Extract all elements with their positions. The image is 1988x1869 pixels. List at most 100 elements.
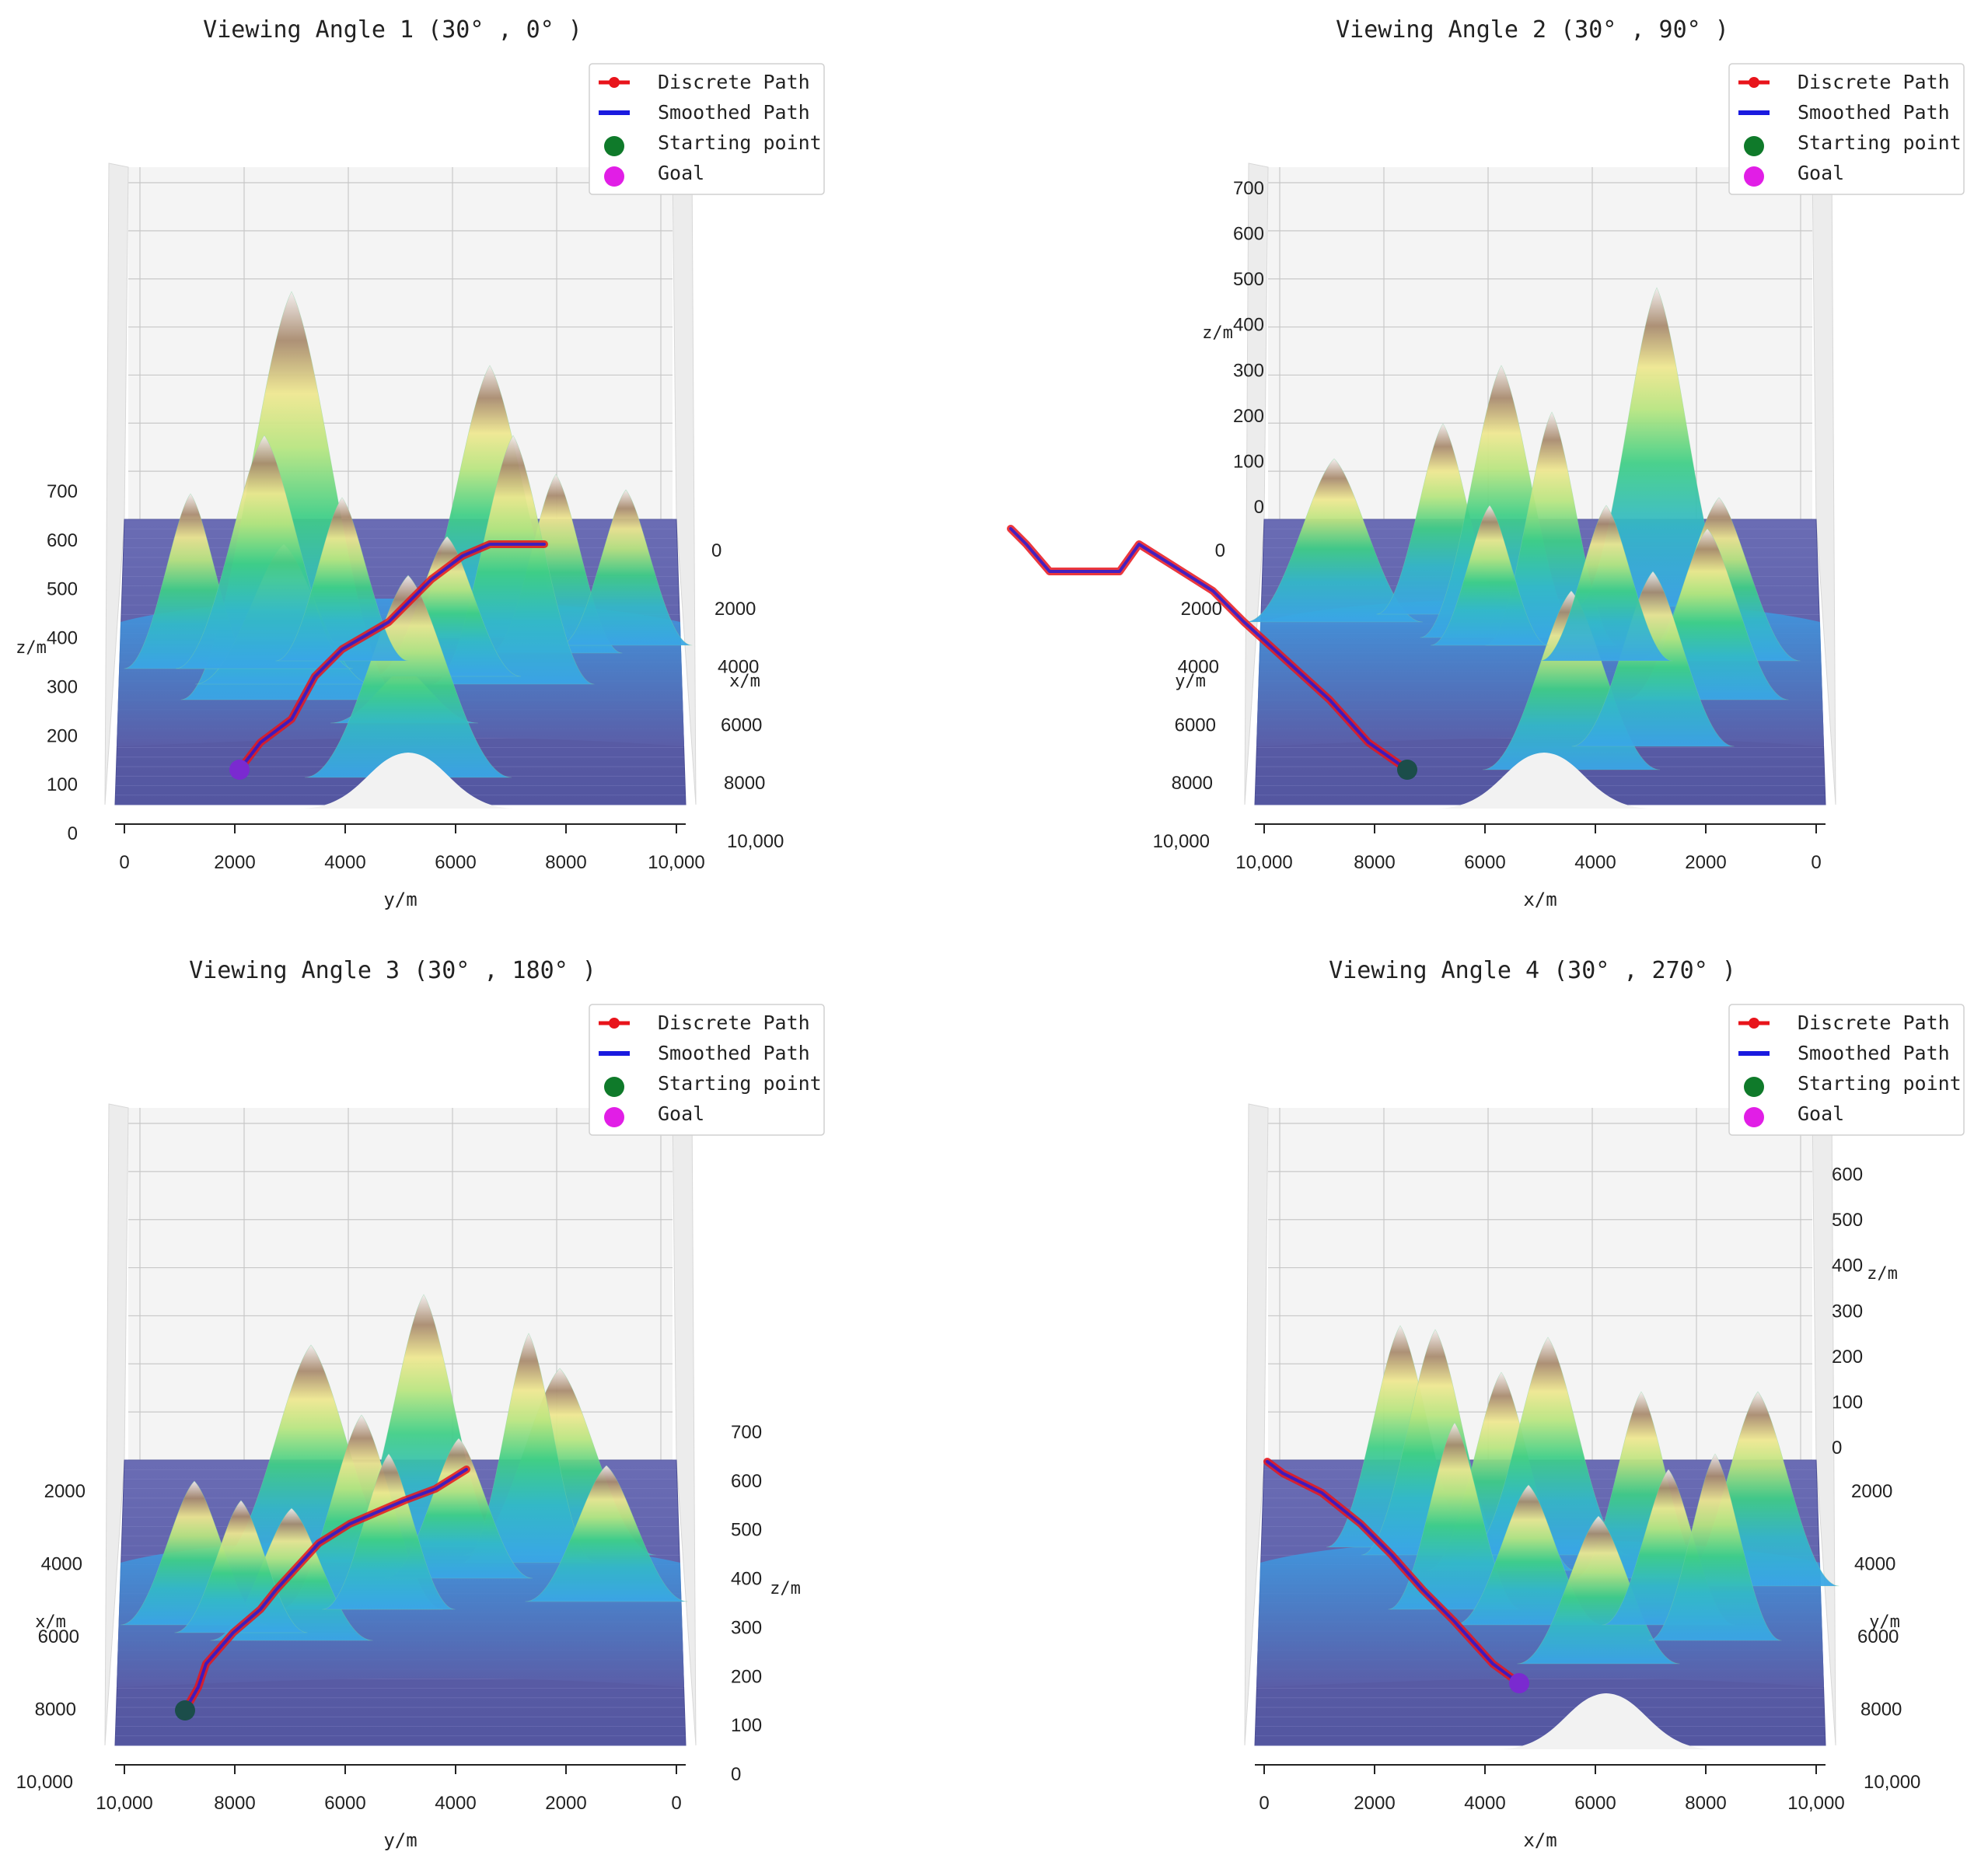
- tick-label-z: 600: [1233, 224, 1264, 245]
- legend-marker-discrete: [609, 1018, 620, 1029]
- left-pane: [1244, 162, 1269, 805]
- legend-swatch-dot: [604, 1107, 624, 1127]
- axis-label-bottom: x/m: [1523, 889, 1557, 910]
- legend-label: Goal: [658, 162, 704, 184]
- axis-label-side: x/m: [35, 1612, 66, 1632]
- tick-label-side: 8000: [35, 1700, 76, 1721]
- terrain-peak-10: [1539, 505, 1673, 662]
- legend-marker-discrete: [1749, 77, 1759, 88]
- legend-label: Starting point: [658, 131, 822, 154]
- legend-label: Goal: [1798, 1102, 1844, 1125]
- tick-label-z: 500: [731, 1520, 762, 1541]
- tick-label-z: 400: [1832, 1256, 1863, 1277]
- tick-label-side: 0: [1215, 540, 1225, 561]
- axis-label-z: z/m: [1202, 323, 1233, 343]
- tick-label-bottom: 8000: [1354, 852, 1395, 873]
- left-pane: [1244, 1103, 1269, 1746]
- legend-label: Starting point: [658, 1072, 822, 1095]
- axis-label-bottom: y/m: [383, 1829, 417, 1851]
- tick-label-bottom: 10,000: [1235, 852, 1292, 873]
- tick-label-side: 2000: [1851, 1481, 1892, 1502]
- terrain-peak-4: [525, 1465, 688, 1602]
- subplot-3: Viewing Angle 3 (30° , 180° ) 10,000 8000 6…: [16, 957, 825, 1851]
- tick-label-side: 8000: [724, 773, 765, 794]
- tick-label-bottom: 6000: [1464, 852, 1505, 873]
- legend-marker-discrete: [609, 77, 620, 88]
- tick-label-z: 400: [47, 628, 78, 649]
- tick-label-bottom: 4000: [1574, 852, 1616, 873]
- tick-label-z: 500: [1832, 1210, 1863, 1231]
- legend-swatch-dot: [1744, 136, 1764, 156]
- tick-label-side: 6000: [721, 714, 762, 735]
- legend-label: Smoothed Path: [1798, 101, 1950, 124]
- terrain-peak-9: [1430, 505, 1550, 646]
- axis-label-side: y/m: [1175, 672, 1206, 691]
- legend-label: Discrete Path: [658, 71, 810, 93]
- tick-label-z: 200: [47, 725, 78, 746]
- terrain-peak-10: [1648, 1453, 1782, 1641]
- terrain-front-hill: [1435, 753, 1653, 809]
- tick-label-bottom: 0: [671, 1793, 681, 1814]
- tick-label-z: 300: [1233, 360, 1264, 381]
- back-pane: [128, 167, 673, 543]
- subplot-4: Viewing Angle 4 (30° , 270° )0 2000 4000 60…: [1244, 957, 1965, 1851]
- axis-label-bottom: x/m: [1523, 1829, 1557, 1851]
- legend-box: [1728, 1004, 1965, 1136]
- terrain-surface: [1245, 287, 1801, 770]
- tick-label-bottom: 0: [1811, 852, 1821, 873]
- tick-label-side: 4000: [1854, 1554, 1895, 1575]
- axis-label-bottom: y/m: [383, 889, 417, 910]
- legend-label: Goal: [658, 1102, 704, 1125]
- tick-label-z: 300: [731, 1617, 762, 1638]
- subplot-title: Viewing Angle 4 (30° , 270° ): [1329, 957, 1736, 984]
- tick-label-z: 700: [47, 481, 78, 502]
- grid-lines: [1268, 167, 1812, 520]
- tick-label-z: 0: [731, 1764, 741, 1785]
- legend-label: Smoothed Path: [1798, 1042, 1950, 1064]
- tick-label-side: 10,000: [1864, 1772, 1920, 1793]
- start-marker: [1397, 760, 1417, 780]
- tick-label-bottom: 2000: [1354, 1793, 1395, 1814]
- tick-label-side: 10,000: [1153, 831, 1210, 852]
- tick-label-z: 100: [731, 1715, 762, 1736]
- goal-marker: [229, 760, 250, 780]
- subplot-title: Viewing Angle 3 (30° , 180° ): [189, 957, 596, 984]
- axis-label-z: z/m: [16, 638, 47, 658]
- legend-label: Goal: [1798, 162, 1844, 184]
- tick-label-side: 8000: [1860, 1700, 1902, 1721]
- subplot-title: Viewing Angle 2 (30° , 90° ): [1336, 16, 1729, 44]
- tick-label-z: 600: [731, 1471, 762, 1492]
- tick-label-side: 4000: [1178, 657, 1219, 678]
- tick-label-bottom: 8000: [545, 852, 586, 873]
- start-marker: [175, 1700, 195, 1721]
- legend-label: Discrete Path: [658, 1011, 810, 1034]
- tick-label-z: 700: [1233, 178, 1264, 199]
- legend-label: Smoothed Path: [658, 101, 810, 124]
- tick-label-bottom: 6000: [435, 852, 476, 873]
- tick-label-z: 600: [47, 530, 78, 551]
- tick-label-z: 400: [1233, 315, 1264, 336]
- tick-label-side: 10,000: [727, 831, 784, 852]
- subplot-2: Viewing Angle 2 (30° , 90° ) 10,000 8000 60…: [1007, 16, 1965, 910]
- legend-label: Discrete Path: [1798, 1011, 1950, 1034]
- tick-label-bottom: 0: [1259, 1793, 1269, 1814]
- tick-label-side: 4000: [718, 657, 759, 678]
- legend: Discrete Path Smoothed Path Starting point…: [1728, 63, 1965, 195]
- tick-label-z: 200: [731, 1666, 762, 1687]
- terrain-front-hill: [1497, 1693, 1715, 1749]
- legend-label: Starting point: [1798, 131, 1962, 154]
- legend-box: [589, 63, 825, 195]
- legend-box: [589, 1004, 825, 1136]
- tick-label-side: 10,000: [16, 1772, 73, 1793]
- terrain-surface: [124, 291, 693, 778]
- tick-label-z: 300: [1832, 1301, 1863, 1322]
- terrain-surface: [120, 1294, 688, 1641]
- tick-label-z: 100: [1832, 1392, 1863, 1413]
- tick-label-side: 6000: [1175, 714, 1216, 735]
- tick-label-z: 0: [1832, 1438, 1842, 1459]
- legend: Discrete Path Smoothed Path Starting point…: [1728, 1004, 1965, 1136]
- tick-label-bottom: 4000: [1464, 1793, 1505, 1814]
- axis-label-z: z/m: [1867, 1264, 1898, 1284]
- tick-label-z: 200: [1233, 406, 1264, 427]
